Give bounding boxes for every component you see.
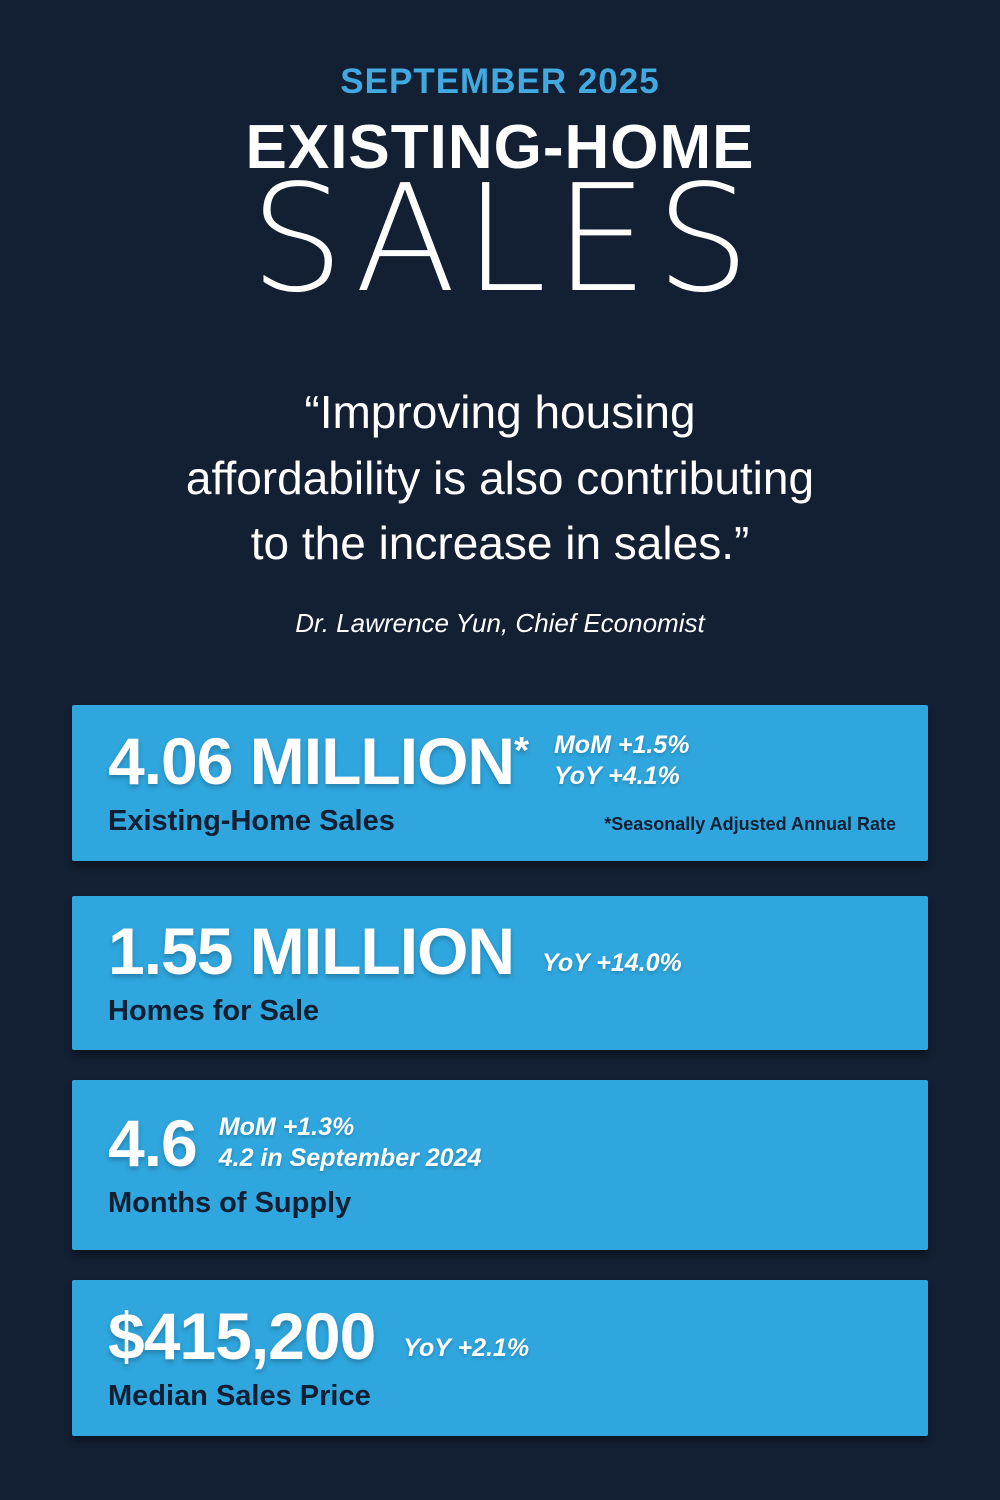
stat-value-homes-for-sale: 1.55 MILLION bbox=[108, 914, 515, 989]
stat-metrics: MoM +1.5% YoY +4.1% bbox=[554, 730, 689, 793]
title-sales: SALES bbox=[250, 153, 758, 325]
stat-card-bottom-row: Homes for Sale bbox=[108, 995, 896, 1028]
report-month: SEPTEMBER 2025 bbox=[340, 62, 660, 101]
stat-metrics: MoM +1.3% 4.2 in September 2024 bbox=[219, 1112, 482, 1175]
quote-line-2: affordability is also contributing bbox=[185, 451, 815, 504]
stat-card-existing-home-sales: 4.06 MILLION* MoM +1.5% YoY +4.1% Existi… bbox=[72, 705, 928, 862]
stat-card-bottom-row: Existing-Home Sales *Seasonally Adjusted… bbox=[108, 805, 896, 838]
quote-attribution: Dr. Lawrence Yun, Chief Economist bbox=[295, 608, 705, 639]
stat-value-months-of-supply: 4.6 bbox=[108, 1106, 198, 1181]
stat-card-top-row: 4.06 MILLION* MoM +1.5% YoY +4.1% bbox=[108, 728, 896, 794]
stat-value-existing-home-sales: 4.06 MILLION* bbox=[108, 728, 529, 794]
stat-card-bottom-row: Median Sales Price bbox=[108, 1380, 896, 1413]
title-existing-home: EXISTING-HOME bbox=[245, 113, 755, 182]
stat-card-bottom-row: Months of Supply bbox=[108, 1187, 896, 1220]
stat-card-months-of-supply: 4.6 MoM +1.3% 4.2 in September 2024 Mont… bbox=[72, 1080, 928, 1251]
stat-card-top-row: 1.55 MILLION YoY +14.0% bbox=[108, 918, 896, 984]
stat-metric-mom: MoM +1.5% bbox=[553, 730, 690, 759]
stat-card-top-row: $415,200 YoY +2.1% bbox=[108, 1303, 896, 1369]
stat-metric-yoy: YoY +4.1% bbox=[553, 762, 680, 791]
stat-label-homes-for-sale: Homes for Sale bbox=[108, 995, 320, 1028]
stat-footnote-saar: *Seasonally Adjusted Annual Rate bbox=[604, 814, 896, 835]
stat-metric-yoy: YoY +14.0% bbox=[542, 948, 682, 977]
stat-label-existing-home-sales: Existing-Home Sales bbox=[108, 805, 395, 838]
stat-value-text: 4.06 MILLION bbox=[108, 724, 515, 799]
stat-cards: 4.06 MILLION* MoM +1.5% YoY +4.1% Existi… bbox=[72, 705, 928, 1437]
stat-value-median-sales-price: $415,200 bbox=[108, 1299, 376, 1374]
stat-card-median-sales-price: $415,200 YoY +2.1% Median Sales Price bbox=[72, 1280, 928, 1437]
stat-card-homes-for-sale: 1.55 MILLION YoY +14.0% Homes for Sale bbox=[72, 896, 928, 1051]
stat-label-months-of-supply: Months of Supply bbox=[108, 1187, 352, 1220]
stat-metric-mom: MoM +1.3% bbox=[218, 1112, 355, 1141]
stat-card-top-row: 4.6 MoM +1.3% 4.2 in September 2024 bbox=[108, 1110, 896, 1176]
stat-metric-yoy: YoY +2.1% bbox=[403, 1333, 530, 1362]
stat-metric-prior-year: 4.2 in September 2024 bbox=[218, 1144, 482, 1173]
economist-quote: “Improving housing affordability is also… bbox=[60, 380, 940, 576]
stat-label-median-sales-price: Median Sales Price bbox=[108, 1380, 371, 1413]
asterisk: * bbox=[514, 729, 529, 773]
quote-line-1: “Improving housing bbox=[304, 386, 696, 439]
stat-metrics: YoY +14.0% bbox=[542, 948, 682, 984]
stat-metrics: YoY +2.1% bbox=[403, 1333, 529, 1369]
quote-line-3: to the increase in sales.” bbox=[250, 516, 750, 569]
